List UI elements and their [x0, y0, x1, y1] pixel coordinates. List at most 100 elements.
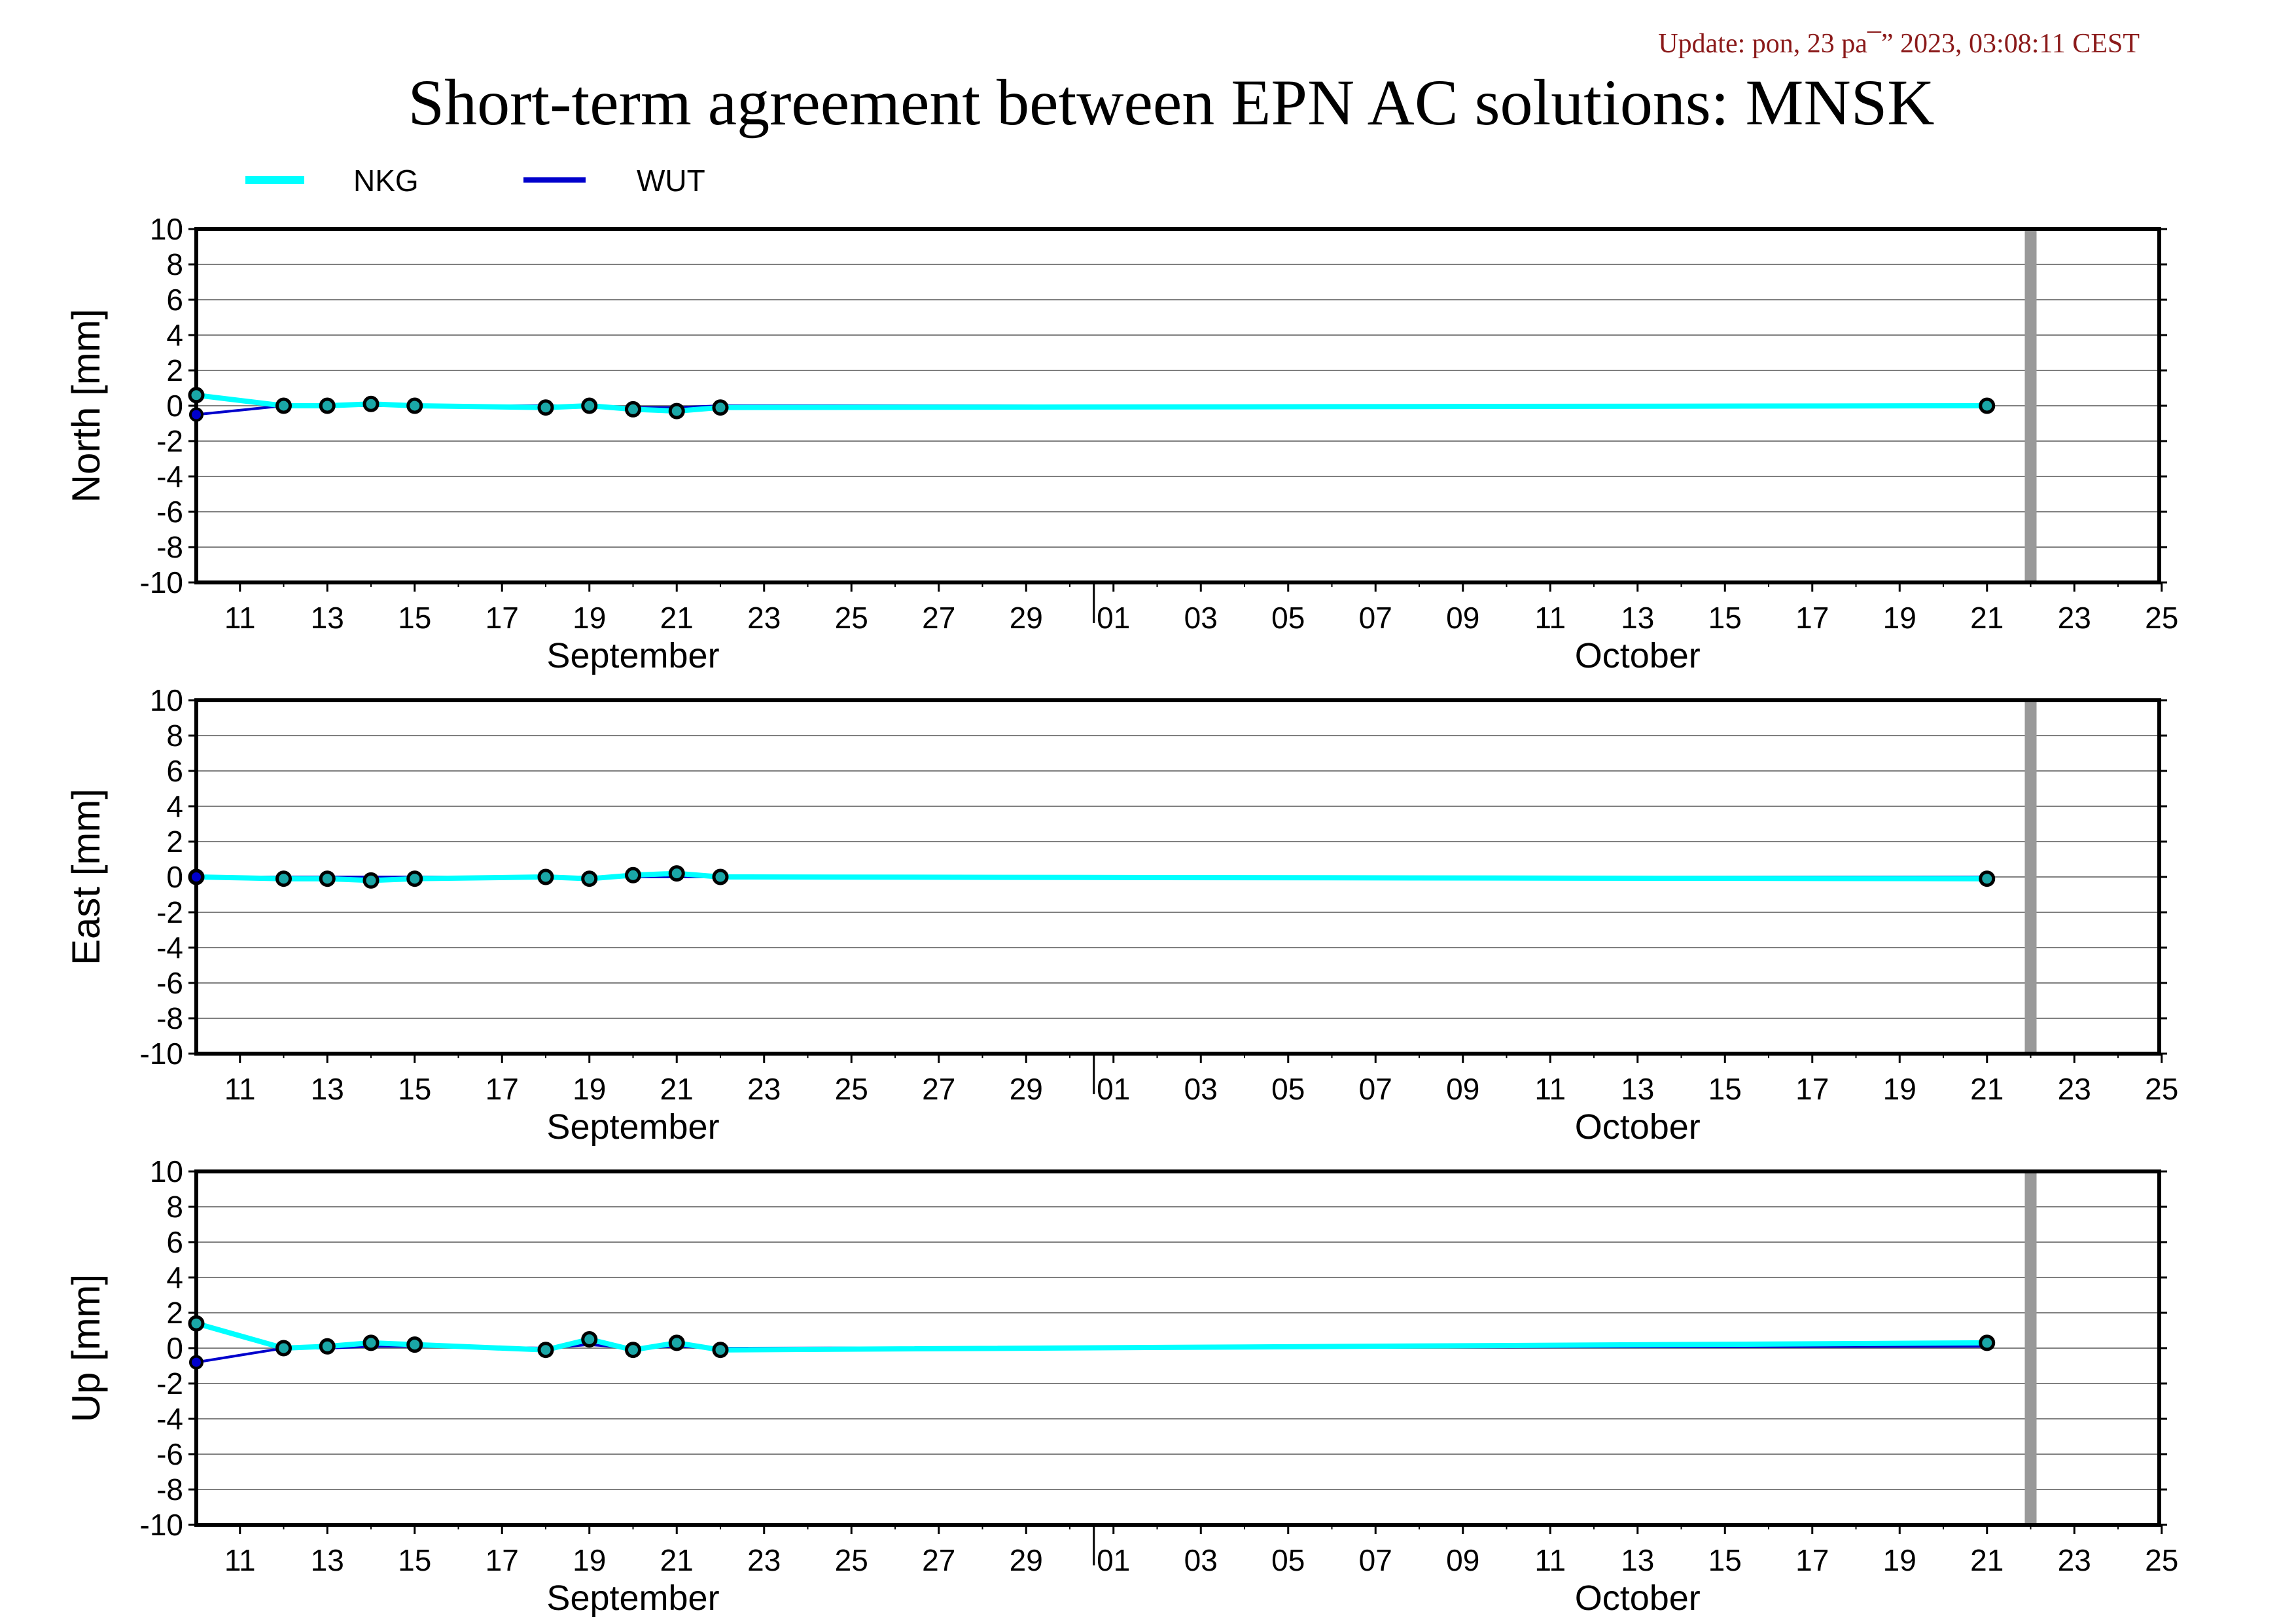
x-tick-label: 11	[1534, 1072, 1566, 1106]
x-tick-label: 15	[398, 601, 431, 635]
x-tick-label: 29	[1010, 1072, 1043, 1106]
x-tick-label: 11	[224, 601, 256, 635]
x-tick-label: 29	[1010, 1543, 1043, 1577]
y-axis-label: North [mm]	[64, 309, 108, 503]
x-tick-label: 21	[1970, 1543, 2004, 1577]
data-point-nkg	[1979, 1334, 1996, 1351]
x-tick-label: 03	[1184, 1543, 1218, 1577]
x-tick-label: 17	[1795, 1543, 1829, 1577]
x-tick-label: 25	[2145, 1543, 2178, 1577]
data-point-nkg	[362, 1334, 380, 1351]
y-tick-label: 0	[166, 1331, 183, 1365]
y-tick-label: 4	[166, 1260, 183, 1294]
y-tick-label: 8	[166, 1190, 183, 1224]
x-tick-label: 23	[747, 1543, 781, 1577]
x-tick-label: 23	[2058, 1543, 2091, 1577]
data-point-nkg	[406, 1336, 423, 1353]
x-tick-label: 17	[1795, 1072, 1829, 1106]
data-point-nkg	[362, 395, 380, 412]
y-tick-label: -4	[156, 459, 183, 493]
data-point-wut	[189, 1355, 203, 1370]
y-tick-label: 6	[166, 1225, 183, 1259]
data-point-nkg	[1979, 870, 1996, 887]
x-tick-label: 25	[835, 1072, 868, 1106]
x-tick-label: 25	[2145, 1072, 2178, 1106]
x-tick-label: 15	[398, 1543, 431, 1577]
data-point-wut	[189, 870, 203, 884]
data-point-nkg	[537, 868, 554, 885]
x-tick-label: 25	[835, 601, 868, 635]
legend: NKG WUT	[245, 164, 705, 198]
data-point-nkg	[319, 397, 336, 414]
x-tick-label: 25	[835, 1543, 868, 1577]
x-tick-label: 21	[660, 601, 694, 635]
y-tick-label: 10	[150, 1154, 183, 1188]
x-tick-label: 09	[1446, 1072, 1479, 1106]
x-tick-label: 07	[1359, 1072, 1392, 1106]
y-tick-label: -4	[156, 1402, 183, 1436]
plot-frame	[194, 227, 2161, 584]
x-tick-label: 13	[311, 601, 344, 635]
y-tick-label: 6	[166, 754, 183, 788]
data-point-nkg	[712, 868, 729, 885]
x-tick-label: 13	[311, 1072, 344, 1106]
y-tick-label: 10	[150, 212, 183, 246]
x-tick-label: 11	[224, 1072, 256, 1106]
x-tick-label: 23	[747, 601, 781, 635]
data-point-nkg	[275, 1340, 292, 1357]
x-tick-label: 15	[1708, 1072, 1742, 1106]
y-axis-label: East [mm]	[64, 789, 108, 965]
data-point-nkg	[668, 1334, 685, 1351]
y-tick-label: 8	[166, 719, 183, 753]
data-point-nkg	[537, 399, 554, 416]
chart-title: Short-term agreement between EPN AC solu…	[408, 66, 1934, 139]
data-point-nkg	[1979, 397, 1996, 414]
x-tick-label: 01	[1097, 601, 1130, 635]
data-point-nkg	[275, 870, 292, 887]
data-point-nkg	[188, 1315, 205, 1332]
data-point-nkg	[581, 1331, 598, 1347]
data-point-nkg	[362, 872, 380, 889]
data-point-nkg	[625, 1342, 641, 1359]
x-tick-label: 05	[1271, 1072, 1305, 1106]
y-tick-label: 2	[166, 1296, 183, 1330]
x-tick-label: 15	[398, 1072, 431, 1106]
y-tick-label: -8	[156, 1472, 183, 1507]
y-tick-label: 4	[166, 789, 183, 823]
month-label: September	[546, 1107, 719, 1147]
x-tick-label: 19	[1883, 1072, 1916, 1106]
x-tick-label: 21	[1970, 1072, 2004, 1106]
x-tick-label: 05	[1271, 1543, 1305, 1577]
today-marker	[2024, 229, 2037, 582]
month-label: September	[546, 1578, 719, 1618]
y-tick-label: -2	[156, 1366, 183, 1400]
y-tick-label: -8	[156, 530, 183, 564]
plot-frame	[194, 1169, 2161, 1527]
x-tick-label: 17	[1795, 601, 1829, 635]
data-point-nkg	[581, 397, 598, 414]
x-tick-label: 11	[1534, 1543, 1566, 1577]
x-tick-label: 15	[1708, 601, 1742, 635]
y-tick-label: -8	[156, 1001, 183, 1035]
x-tick-label: 13	[1621, 1543, 1654, 1577]
x-tick-label: 21	[1970, 601, 2004, 635]
data-point-nkg	[275, 397, 292, 414]
x-tick-label: 01	[1097, 1543, 1130, 1577]
x-tick-label: 17	[486, 1072, 519, 1106]
y-tick-label: 8	[166, 247, 183, 281]
y-tick-label: -6	[156, 495, 183, 529]
y-tick-label: 4	[166, 318, 183, 352]
x-tick-label: 19	[573, 1072, 606, 1106]
x-tick-label: 11	[224, 1543, 256, 1577]
data-point-nkg	[319, 870, 336, 887]
data-point-nkg	[712, 399, 729, 416]
x-tick-label: 13	[311, 1543, 344, 1577]
x-tick-label: 19	[1883, 1543, 1916, 1577]
x-tick-label: 15	[1708, 1543, 1742, 1577]
x-tick-label: 27	[922, 601, 955, 635]
y-tick-label: 0	[166, 860, 183, 894]
data-point-nkg	[406, 397, 423, 414]
